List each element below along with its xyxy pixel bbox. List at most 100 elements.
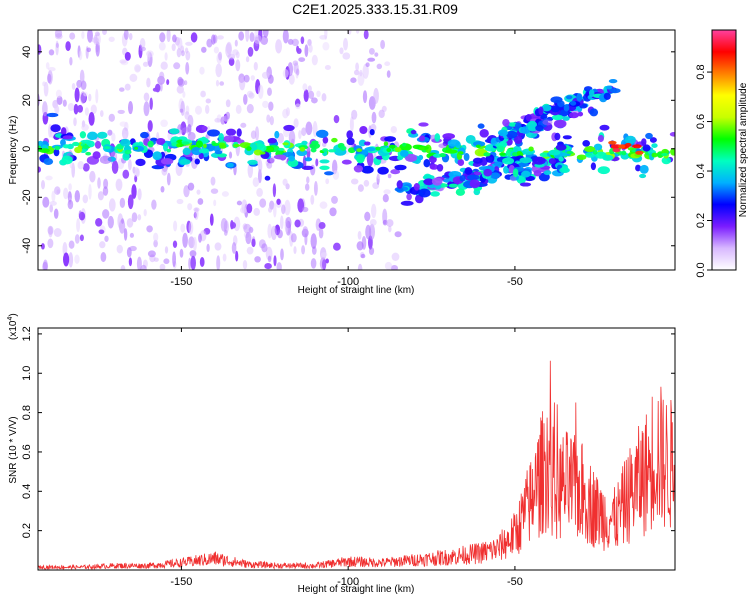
colorbar-tick-label: 0.8 [695,64,707,79]
heatmap-cell [47,225,54,235]
heatmap-cell [266,114,271,123]
heatmap-cell [215,63,222,78]
heatmap-cell [62,99,67,107]
heatmap-cell [376,172,381,180]
heatmap-cell [301,140,308,145]
heatmap-cell [343,37,348,51]
heatmap-cell [245,231,252,245]
heatmap-cell [282,178,288,186]
heatmap-cell [223,229,228,236]
snr-y-tick-label: 1.0 [21,366,33,381]
spectrogram-x-tick-label: -150 [170,276,192,288]
heatmap-cell [388,225,392,233]
heatmap-cell [62,135,73,140]
heatmap-cell [257,84,264,99]
heatmap-cell [149,97,153,110]
heatmap-cell [512,152,518,157]
heatmap-cell [548,158,556,165]
heatmap-cell [413,182,420,191]
heatmap-cell [88,112,95,126]
heatmap-cell [127,159,132,171]
heatmap-cell [483,152,491,157]
heatmap-cell [308,90,315,99]
heatmap-cell [160,119,168,128]
heatmap-cell [77,161,85,170]
heatmap-cell [362,63,369,79]
heatmap-cell [316,90,321,98]
heatmap-cell [123,30,129,40]
heatmap-cell [315,129,329,138]
heatmap-cell [119,59,127,64]
heatmap-cell [234,39,238,47]
heatmap-cell [380,39,386,50]
heatmap-cell [649,137,657,143]
heatmap-cell [459,175,466,182]
heatmap-cell [194,158,200,165]
heatmap-cell [169,128,180,135]
heatmap-cell [143,101,150,117]
heatmap-cell [111,160,119,174]
heatmap-cell [199,257,205,267]
heatmap-cell [38,148,50,153]
heatmap-cell [267,255,272,263]
heatmap-cell [521,170,531,178]
heatmap-cell [213,46,220,54]
heatmap-cell [294,219,301,228]
heatmap-cell [99,241,106,249]
heatmap-cell [246,103,254,114]
heatmap-cell [283,124,295,132]
heatmap-cell [322,42,330,51]
heatmap-cell [608,78,618,84]
heatmap-cell [42,261,48,270]
heatmap-cell [577,111,584,117]
heatmap-cell [513,135,523,144]
heatmap-cell [108,113,115,122]
heatmap-cell [541,104,552,112]
heatmap-cell [84,107,89,116]
heatmap-cell [214,242,222,251]
heatmap-cell [250,75,255,81]
heatmap-cell [225,99,231,108]
heatmap-cell [137,214,142,221]
heatmap-cell [264,175,271,181]
heatmap-cell [349,116,354,132]
heatmap-cell [645,132,653,140]
snr-y-label: SNR (10 * V/V) [8,416,19,483]
colorbar-tick-label: 0.2 [695,213,707,228]
heatmap-cell [42,196,50,208]
heatmap-cell [357,72,365,86]
heatmap-cell [464,167,473,175]
heatmap-cell [313,180,318,196]
heatmap-cell [288,155,296,162]
heatmap-cell [67,199,74,210]
heatmap-cell [188,257,192,270]
heatmap-cell [363,30,369,40]
heatmap-cell [94,140,102,149]
heatmap-cell [423,159,431,168]
heatmap-cell [216,255,221,270]
heatmap-cell [366,151,374,167]
snr-y-tick-label: 0.6 [21,444,33,459]
heatmap-cell [599,124,610,131]
heatmap-cell [429,164,439,170]
snr-y-multiplier: (x104) [7,313,19,340]
heatmap-cell [589,108,599,117]
heatmap-cell [193,207,200,212]
heatmap-cell [359,69,363,77]
heatmap-cell [569,100,577,106]
heatmap-cell [267,87,272,96]
heatmap-cell [74,87,80,103]
heatmap-cell [40,243,45,250]
snr-y-tick-label: 1.2 [21,326,33,341]
heatmap-cell [182,147,191,156]
heatmap-cell [357,230,362,240]
heatmap-cell [107,129,113,136]
heatmap-cell [266,162,273,169]
heatmap-cell [102,209,110,219]
heatmap-cell [152,87,159,92]
heatmap-cell [386,219,394,227]
colorbar: 0.0 0.2 0.4 0.6 0.8 Normalized spectral ampl… [695,29,749,278]
heatmap-cell [231,242,237,254]
heatmap-cell [46,112,59,118]
snr-y-ticks: 0.2 0.4 0.6 0.8 1.0 1.2 [21,326,675,538]
